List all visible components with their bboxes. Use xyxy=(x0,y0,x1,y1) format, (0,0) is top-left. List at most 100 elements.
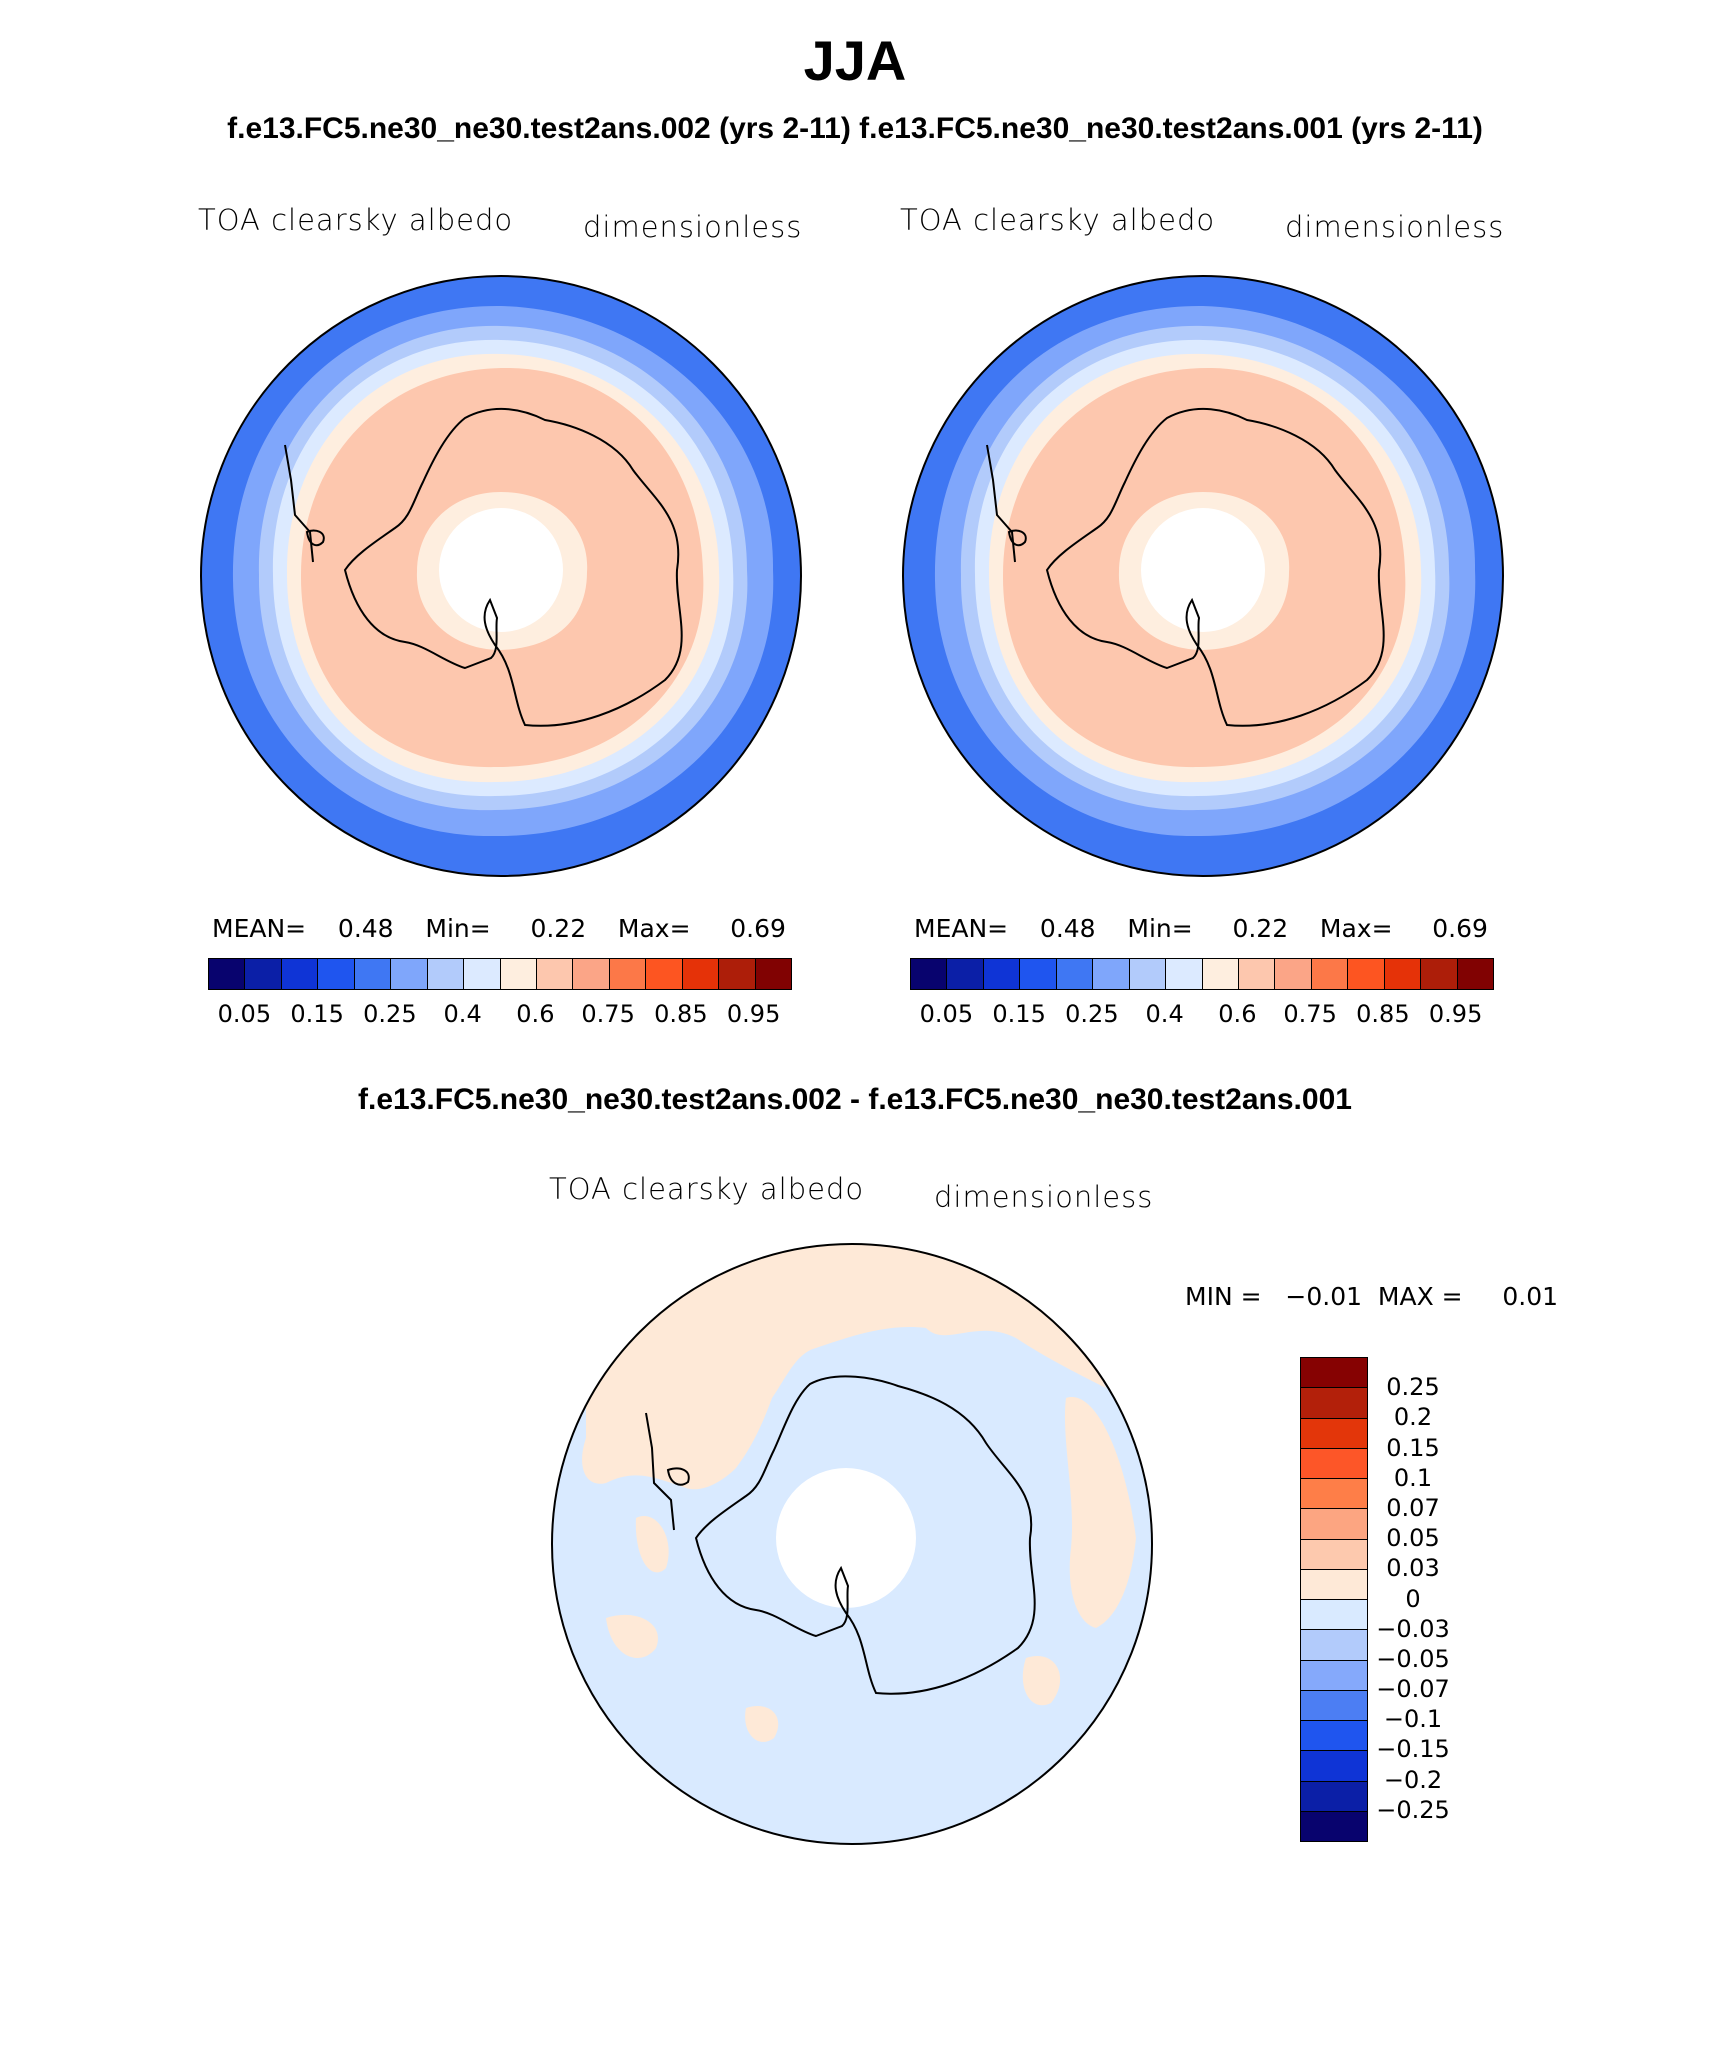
colorbar-box xyxy=(682,959,720,989)
colorbar-tick-label: 0.4 xyxy=(443,1000,482,1028)
panel1-min-label: Min= xyxy=(425,914,491,943)
colorbar-box xyxy=(1202,959,1239,989)
panel2-max-value: 0.69 xyxy=(1432,914,1488,943)
colorbar-tick-label: 0.15 xyxy=(992,1000,1046,1028)
colorbar-box xyxy=(427,959,465,989)
colorbar-box xyxy=(1301,1690,1367,1721)
colorbar-box xyxy=(464,959,501,989)
panel1-stats: MEAN= 0.48 Min= 0.22 Max= 0.69 xyxy=(212,914,786,943)
colorbar-box xyxy=(1421,959,1458,989)
colorbar-box xyxy=(911,959,948,989)
colorbar-tick-label: −0.03 xyxy=(1376,1614,1450,1643)
colorbar-box xyxy=(1301,1569,1367,1600)
colorbar-box xyxy=(318,959,355,989)
colorbar-tick-label: 0.95 xyxy=(726,1000,781,1028)
colorbar-box xyxy=(536,959,574,989)
panel1-max-label: Max= xyxy=(617,914,691,943)
colorbar-tick-label: 0 xyxy=(1405,1584,1421,1613)
panel2-min-label: Min= xyxy=(1127,914,1193,943)
diff-variable: TOA clearsky albedo xyxy=(549,1172,865,1206)
diff-max-label: MAX = xyxy=(1377,1282,1463,1311)
colorbar-box xyxy=(1457,959,1493,989)
panel2-stats: MEAN= 0.48 Min= 0.22 Max= 0.69 xyxy=(914,914,1488,943)
panel2-polar-map xyxy=(902,275,1504,877)
colorbar-box xyxy=(391,959,428,989)
colorbar-tick-label: 0.2 xyxy=(1393,1403,1433,1432)
diff-max-value: 0.01 xyxy=(1502,1282,1559,1311)
colorbar-box xyxy=(1238,959,1276,989)
colorbar-box xyxy=(1384,959,1422,989)
diff-stats: MIN = −0.01 MAX = 0.01 xyxy=(1185,1282,1558,1311)
panel2-max-label: Max= xyxy=(1319,914,1393,943)
panel1-mean-value: 0.48 xyxy=(337,914,394,943)
colorbar-tick-label: −0.07 xyxy=(1376,1675,1450,1704)
colorbar-box xyxy=(1056,959,1094,989)
colorbar-box xyxy=(281,959,319,989)
difference-title: f.e13.FC5.ne30_ne30.test2ans.002 - f.e13… xyxy=(358,1083,1352,1116)
colorbar-box xyxy=(209,959,246,989)
panel2-colorbar xyxy=(910,958,1494,990)
panel2-mean-label: MEAN= xyxy=(914,914,1009,943)
colorbar-box xyxy=(1301,1600,1367,1631)
colorbar-box xyxy=(1301,1630,1367,1661)
page-title: JJA xyxy=(803,29,907,92)
panel1-colorbar-ticks: 0.05 0.15 0.25 0.4 0.6 0.75 0.85 0.95 xyxy=(208,1000,790,1030)
colorbar-box xyxy=(1301,1358,1367,1389)
colorbar-box xyxy=(1301,1781,1367,1812)
colorbar-box xyxy=(719,959,756,989)
colorbar-box xyxy=(1301,1418,1367,1449)
colorbar-tick-label: 0.6 xyxy=(1218,1000,1257,1028)
colorbar-box xyxy=(354,959,392,989)
diff-colorbar-ticks: 0.25 0.2 0.15 0.1 0.07 0.05 0.03 0 −0.03 −0.05 −0.… xyxy=(1376,1357,1450,1840)
diff-min-value: −0.01 xyxy=(1285,1282,1363,1311)
panel1-min-value: 0.22 xyxy=(530,914,587,943)
colorbar-box xyxy=(500,959,537,989)
colorbar-box xyxy=(1301,1479,1367,1510)
colorbar-box xyxy=(755,959,791,989)
colorbar-tick-label: −0.25 xyxy=(1376,1795,1450,1824)
colorbar-box xyxy=(1311,959,1349,989)
colorbar-box xyxy=(1301,1539,1367,1570)
panel1-colorbar xyxy=(208,958,792,990)
colorbar-tick-label: 0.15 xyxy=(1386,1433,1440,1462)
diff-units: dimensionless xyxy=(934,1180,1154,1214)
difference-polar-map xyxy=(551,1243,1153,1845)
panel2-variable: TOA clearsky albedo xyxy=(900,203,1216,237)
colorbar-tick-label: 0.25 xyxy=(363,1000,417,1028)
colorbar-box xyxy=(245,959,282,989)
colorbar-tick-label: −0.2 xyxy=(1383,1765,1443,1794)
colorbar-tick-label: 0.75 xyxy=(581,1000,635,1028)
panel1-max-value: 0.69 xyxy=(730,914,786,943)
panel1-units: dimensionless xyxy=(583,210,803,244)
colorbar-tick-label: 0.4 xyxy=(1145,1000,1184,1028)
colorbar-tick-label: 0.07 xyxy=(1386,1493,1440,1522)
panel2-min-value: 0.22 xyxy=(1232,914,1289,943)
colorbar-tick-label: 0.75 xyxy=(1283,1000,1337,1028)
colorbar-tick-label: 0.1 xyxy=(1393,1463,1433,1492)
case-subtitle: f.e13.FC5.ne30_ne30.test2ans.002 (yrs 2-… xyxy=(227,112,1483,145)
colorbar-box xyxy=(609,959,647,989)
panel2-colorbar-ticks: 0.05 0.15 0.25 0.4 0.6 0.75 0.85 0.95 xyxy=(910,1000,1492,1030)
colorbar-tick-label: −0.05 xyxy=(1376,1644,1450,1673)
colorbar-box xyxy=(1020,959,1057,989)
colorbar-box xyxy=(1301,1721,1367,1752)
colorbar-box xyxy=(1093,959,1130,989)
panel1-polar-map xyxy=(200,275,802,877)
colorbar-tick-label: 0.05 xyxy=(217,1000,272,1028)
colorbar-box xyxy=(1301,1811,1367,1841)
panel1-variable: TOA clearsky albedo xyxy=(198,203,514,237)
colorbar-tick-label: 0.15 xyxy=(290,1000,344,1028)
colorbar-box xyxy=(1301,1660,1367,1691)
colorbar-tick-label: 0.05 xyxy=(1386,1524,1440,1553)
diff-min-label: MIN = xyxy=(1185,1282,1262,1311)
colorbar-tick-label: 0.85 xyxy=(1356,1000,1410,1028)
colorbar-tick-label: 0.85 xyxy=(654,1000,708,1028)
colorbar-box xyxy=(573,959,610,989)
panel2-mean-value: 0.48 xyxy=(1039,914,1096,943)
colorbar-box xyxy=(1301,1751,1367,1782)
colorbar-box xyxy=(1301,1388,1367,1419)
colorbar-box xyxy=(1166,959,1203,989)
colorbar-box xyxy=(1301,1509,1367,1540)
colorbar-tick-label: 0.25 xyxy=(1065,1000,1119,1028)
colorbar-tick-label: 0.25 xyxy=(1386,1373,1440,1402)
